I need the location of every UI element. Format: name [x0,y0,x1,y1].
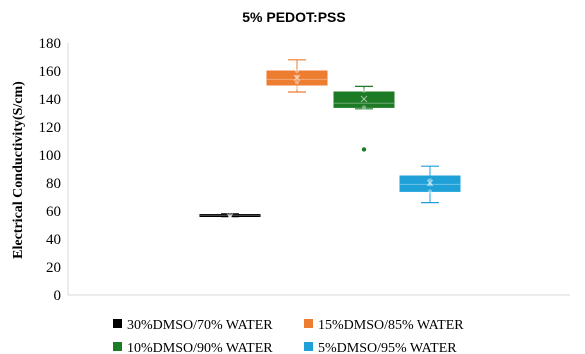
y-tick-label: 0 [54,288,62,304]
y-tick-label: 100 [39,148,62,164]
legend-label: 30%DMSO/70% WATER [127,318,273,333]
legend-label: 5%DMSO/95% WATER [318,341,457,354]
legend-item-4: 5%DMSO/95% WATER [304,341,457,354]
y-tick-label: 140 [39,92,62,108]
data-point [362,88,366,93]
legend-swatch [113,319,122,328]
box-1 [199,213,261,220]
axes: 0 20 40 60 80 100 120 140 160 180 [39,36,570,304]
y-tick-label: 80 [46,176,61,192]
box-3 [333,85,395,152]
data-point [295,85,299,90]
data-point [428,178,432,183]
data-point [428,189,432,194]
legend-item-2: 15%DMSO/85% WATER [304,318,464,333]
y-axis-label: Electrical Conductivity(S/cm) [11,81,26,259]
mean-marker [426,179,434,187]
legend-label: 10%DMSO/90% WATER [127,341,273,354]
legend: 30%DMSO/70% WATER 15%DMSO/85% WATER 10%DMS… [113,318,464,354]
legend-item-1: 30%DMSO/70% WATER [113,318,273,333]
legend-label: 15%DMSO/85% WATER [318,318,464,333]
legend-swatch [304,342,313,351]
outlier-point [361,147,367,152]
mean-marker [360,95,368,103]
y-tick-label: 60 [46,204,61,220]
mean-marker [293,74,301,82]
y-tick-label: 20 [46,260,61,276]
box-4 [399,165,461,204]
legend-swatch [304,319,313,328]
y-tick-label: 160 [39,64,62,80]
box-2 [266,59,328,93]
legend-swatch [113,342,122,351]
y-tick-label: 120 [39,120,62,136]
boxes [199,59,461,220]
mean-marker [226,213,234,220]
data-point [362,105,366,110]
y-tick-label: 40 [46,232,61,248]
y-tick-label: 180 [39,36,62,52]
data-point [295,69,299,73]
chart-title: 5% PEDOT:PSS [242,9,345,25]
data-point [295,80,299,85]
legend-item-3: 10%DMSO/90% WATER [113,341,273,354]
